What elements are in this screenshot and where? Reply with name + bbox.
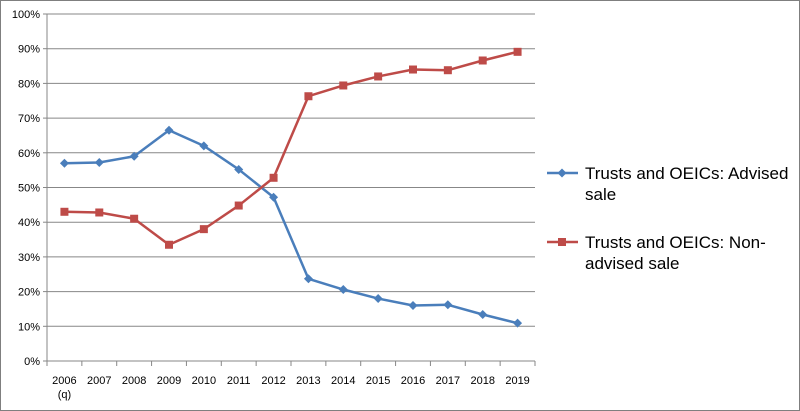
x-tick-label: 2010 [192, 375, 216, 387]
gridlines [47, 13, 535, 327]
y-tick-label: 50% [18, 183, 40, 195]
data-point [164, 125, 174, 135]
y-tick-label: 10% [18, 321, 40, 333]
data-point [338, 285, 348, 295]
data-point [269, 192, 279, 202]
data-point [513, 47, 522, 56]
x-tick-label: 2014 [331, 375, 355, 387]
y-tick-label: 80% [18, 78, 40, 90]
data-point [304, 92, 313, 101]
legend-label: Trusts and OEICs: Advised [585, 164, 788, 183]
legend-label: sale [585, 185, 616, 204]
y-tick-label: 100% [12, 9, 40, 21]
data-point [95, 208, 104, 217]
data-point [373, 294, 383, 304]
data-point [234, 164, 244, 174]
data-point [409, 65, 417, 74]
series-line [64, 50, 518, 247]
y-tick-label: 90% [18, 44, 40, 56]
data-point [59, 158, 69, 168]
axes [43, 13, 536, 366]
data-point [478, 56, 487, 65]
data-point [60, 207, 69, 216]
series-line [64, 128, 518, 325]
x-tick-label: 2018 [470, 375, 494, 387]
data-point [199, 225, 208, 234]
data-point [339, 81, 348, 90]
legend-entry-2: Trusts and OEICs: Non-advised sale [547, 233, 766, 273]
x-tick-label: 2007 [87, 375, 111, 387]
x-tick-label: 2017 [436, 375, 460, 387]
data-point [303, 274, 313, 284]
legend-entry-1: Trusts and OEICs: Advised sale [547, 164, 788, 204]
x-tick-label: 2013 [296, 375, 320, 387]
x-axis-tick-labels: 2006 (q) 2007 2008 2009 2010 2011 2012 2013 2014 2… [52, 375, 530, 401]
legend-marker [557, 168, 567, 178]
data-point [165, 240, 173, 249]
y-tick-label: 20% [18, 287, 40, 299]
y-tick-label: 30% [18, 252, 40, 264]
x-tick-sublabel: (q) [58, 389, 71, 401]
y-tick-label: 40% [18, 217, 40, 229]
series-layer [59, 47, 523, 328]
x-tick-label: 2008 [122, 375, 146, 387]
series-1 [59, 125, 523, 328]
y-axis-tick-labels: 0% 10% 20% 30% 40% 50% 60% 70% 80% 90% 100% [12, 9, 40, 368]
series-2 [60, 47, 522, 249]
x-tick-label: 2016 [401, 375, 425, 387]
data-point [94, 158, 104, 168]
data-point [443, 66, 452, 75]
x-tick-label: 2009 [157, 375, 181, 387]
y-tick-label: 0% [24, 356, 40, 368]
data-point [269, 173, 278, 182]
x-tick-label: 2015 [366, 375, 390, 387]
data-point [130, 214, 139, 223]
data-point [129, 151, 139, 161]
data-point [478, 310, 488, 320]
data-point [199, 141, 209, 151]
x-tick-label: 2006 [52, 375, 76, 387]
data-point [234, 201, 243, 210]
legend-marker [558, 238, 566, 246]
y-tick-label: 70% [18, 113, 40, 125]
data-point [443, 300, 453, 310]
data-point [513, 318, 523, 328]
legend-label: advised sale [585, 254, 680, 273]
y-tick-label: 60% [18, 148, 40, 160]
x-tick-label: 2019 [505, 375, 529, 387]
x-tick-label: 2012 [261, 375, 285, 387]
legend-label: Trusts and OEICs: Non- [585, 233, 766, 252]
x-tick-label: 2011 [227, 375, 251, 387]
data-point [408, 300, 418, 310]
data-point [374, 72, 383, 81]
